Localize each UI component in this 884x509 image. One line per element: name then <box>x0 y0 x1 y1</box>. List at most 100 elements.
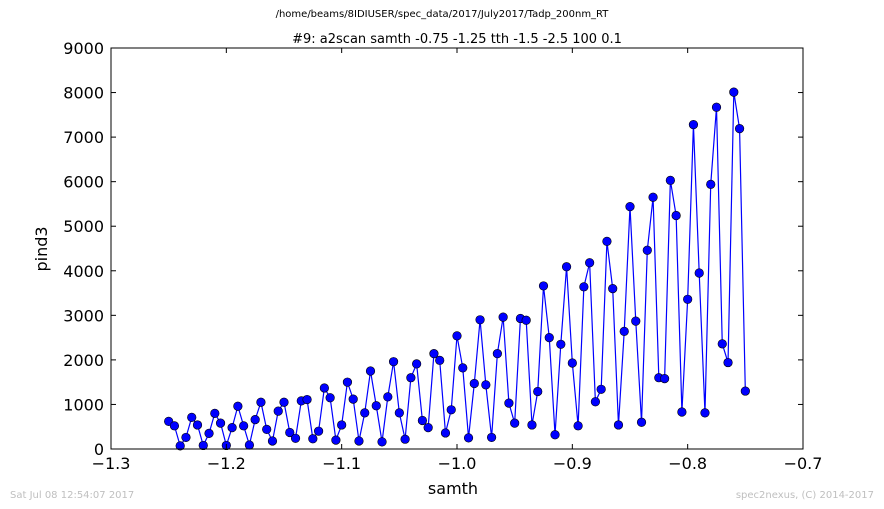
data-point <box>169 421 180 431</box>
y-tick-label: 8000 <box>63 84 104 103</box>
data-point <box>463 433 474 443</box>
data-point <box>711 102 722 112</box>
data-point <box>596 384 606 394</box>
data-point <box>204 428 214 439</box>
data-point <box>688 120 699 130</box>
data-point <box>256 397 266 407</box>
data-point <box>377 437 387 447</box>
ticks-layer: −1.3 −1.2 −1.1 −1.0 −0.9 −0.8 −0.7 0 1000 2000 300… <box>63 39 822 473</box>
x-tick-label: −1.1 <box>322 454 361 473</box>
data-point <box>198 440 208 451</box>
data-point <box>706 179 716 189</box>
data-point <box>544 333 554 343</box>
data-point <box>458 363 468 373</box>
data-point <box>527 420 537 430</box>
data-point <box>285 427 295 438</box>
data-point <box>700 408 710 418</box>
data-point <box>244 440 254 450</box>
suptitle: /home/beams/8IDIUSER/spec_data/2017/July… <box>275 9 609 20</box>
data-point <box>585 258 595 268</box>
y-tick-label: 5000 <box>63 217 104 236</box>
data-point <box>504 398 514 408</box>
data-point <box>631 316 641 326</box>
data-point <box>273 406 283 416</box>
data-point <box>250 414 260 425</box>
data-point <box>227 423 237 433</box>
data-point <box>383 392 393 402</box>
data-point <box>590 397 601 407</box>
data-point <box>365 366 376 376</box>
data-point <box>400 434 410 444</box>
data-point <box>677 407 687 417</box>
data-point <box>452 331 462 341</box>
data-point <box>302 394 312 405</box>
data-point <box>521 315 531 325</box>
data-point <box>348 394 358 404</box>
data-point <box>579 282 589 292</box>
data-point <box>354 436 364 446</box>
x-tick-label: −0.9 <box>553 454 592 473</box>
data-point <box>308 434 318 444</box>
data-point <box>210 408 220 418</box>
footer-timestamp: Sat Jul 08 12:54:07 2017 <box>10 490 135 501</box>
data-point <box>538 281 549 291</box>
footer-credit: spec2nexus, (C) 2014-2017 <box>735 490 874 501</box>
data-point <box>533 386 543 397</box>
x-tick-label: −0.7 <box>784 454 823 473</box>
y-tick-label: 1000 <box>63 395 104 414</box>
data-point <box>608 284 618 294</box>
data-point <box>498 312 508 322</box>
data-point <box>475 315 485 325</box>
data-point <box>337 420 347 430</box>
data-point <box>671 210 681 221</box>
data-point <box>319 383 329 393</box>
y-tick-label: 9000 <box>63 39 104 58</box>
data-point <box>556 339 566 349</box>
data-point <box>239 421 249 431</box>
data-point <box>233 401 243 411</box>
data-point <box>723 357 733 368</box>
data-point <box>636 417 647 427</box>
data-point <box>192 420 203 430</box>
data-point <box>613 420 624 430</box>
data-point <box>740 386 750 396</box>
series-layer <box>164 87 750 451</box>
data-point <box>602 236 612 246</box>
data-point <box>417 415 428 426</box>
data-point <box>659 374 670 384</box>
data-point <box>717 339 727 349</box>
data-point <box>423 423 433 433</box>
data-point <box>487 432 497 443</box>
series-line <box>168 92 746 448</box>
data-point <box>729 87 739 97</box>
data-point <box>683 294 693 304</box>
x-tick-label: −0.8 <box>668 454 707 473</box>
data-point <box>573 421 583 431</box>
x-tick-label: −1.2 <box>207 454 246 473</box>
data-point <box>492 349 502 359</box>
data-point <box>734 124 745 134</box>
y-tick-label: 4000 <box>63 262 104 281</box>
data-point <box>510 418 520 428</box>
data-point <box>360 408 370 418</box>
y-axis-label: pind3 <box>32 226 51 271</box>
data-point <box>314 426 324 436</box>
data-point <box>550 430 560 440</box>
data-point <box>187 412 197 422</box>
data-point <box>406 373 416 383</box>
data-point <box>262 424 272 434</box>
data-point <box>429 349 439 359</box>
data-point <box>440 428 451 438</box>
chart-title: #9: a2scan samth -0.75 -1.25 tth -1.5 -2… <box>292 32 622 47</box>
y-tick-label: 6000 <box>63 173 104 192</box>
data-point <box>175 441 185 451</box>
data-point <box>279 397 289 407</box>
y-tick-label: 0 <box>94 440 104 459</box>
data-point <box>561 262 572 272</box>
x-tick-label: −1.0 <box>438 454 477 473</box>
data-point <box>290 433 301 443</box>
data-point <box>394 408 404 418</box>
y-tick-label: 7000 <box>63 128 104 147</box>
